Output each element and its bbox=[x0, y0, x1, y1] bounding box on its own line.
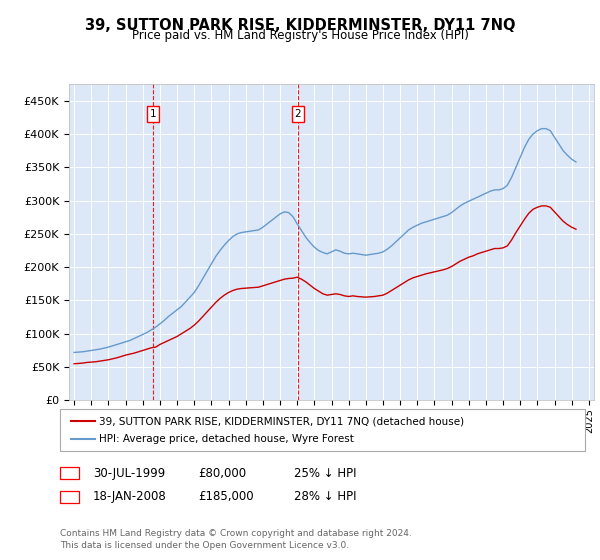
Text: 28% ↓ HPI: 28% ↓ HPI bbox=[294, 490, 356, 503]
Text: HPI: Average price, detached house, Wyre Forest: HPI: Average price, detached house, Wyre… bbox=[99, 434, 354, 444]
Text: 39, SUTTON PARK RISE, KIDDERMINSTER, DY11 7NQ (detached house): 39, SUTTON PARK RISE, KIDDERMINSTER, DY1… bbox=[99, 417, 464, 426]
Text: 2: 2 bbox=[295, 109, 301, 119]
Text: 39, SUTTON PARK RISE, KIDDERMINSTER, DY11 7NQ: 39, SUTTON PARK RISE, KIDDERMINSTER, DY1… bbox=[85, 18, 515, 33]
Text: £80,000: £80,000 bbox=[198, 466, 246, 480]
Text: £185,000: £185,000 bbox=[198, 490, 254, 503]
Text: 1: 1 bbox=[66, 468, 73, 478]
Text: 25% ↓ HPI: 25% ↓ HPI bbox=[294, 466, 356, 480]
Text: Contains HM Land Registry data © Crown copyright and database right 2024.
This d: Contains HM Land Registry data © Crown c… bbox=[60, 529, 412, 550]
Text: 18-JAN-2008: 18-JAN-2008 bbox=[93, 490, 167, 503]
Text: 2: 2 bbox=[66, 492, 73, 502]
Text: Price paid vs. HM Land Registry's House Price Index (HPI): Price paid vs. HM Land Registry's House … bbox=[131, 29, 469, 42]
Text: 30-JUL-1999: 30-JUL-1999 bbox=[93, 466, 165, 480]
Text: 1: 1 bbox=[149, 109, 156, 119]
